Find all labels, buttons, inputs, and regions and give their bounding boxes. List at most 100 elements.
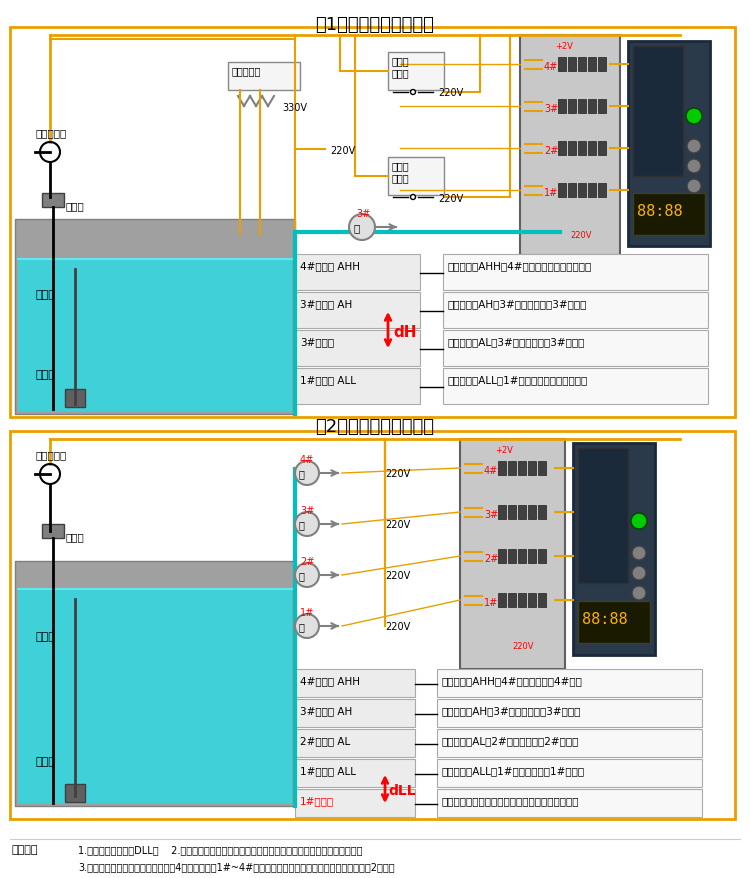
Circle shape bbox=[686, 109, 702, 125]
FancyBboxPatch shape bbox=[588, 58, 596, 72]
Circle shape bbox=[410, 195, 416, 200]
FancyBboxPatch shape bbox=[588, 142, 596, 155]
Text: 防水线: 防水线 bbox=[35, 290, 55, 299]
Circle shape bbox=[295, 615, 319, 638]
Text: 1#: 1# bbox=[544, 188, 558, 198]
FancyBboxPatch shape bbox=[498, 594, 506, 608]
Circle shape bbox=[295, 462, 319, 486]
FancyBboxPatch shape bbox=[578, 142, 586, 155]
Text: 220V: 220V bbox=[385, 571, 410, 580]
Text: 普通屏蔽线: 普通屏蔽线 bbox=[35, 450, 66, 459]
FancyBboxPatch shape bbox=[443, 369, 708, 405]
FancyBboxPatch shape bbox=[568, 142, 576, 155]
Circle shape bbox=[295, 564, 319, 587]
FancyBboxPatch shape bbox=[295, 255, 420, 291]
FancyBboxPatch shape bbox=[528, 594, 536, 608]
Text: 3#: 3# bbox=[484, 509, 498, 520]
FancyBboxPatch shape bbox=[295, 331, 420, 367]
Text: 220V: 220V bbox=[385, 469, 410, 479]
Circle shape bbox=[295, 513, 319, 536]
FancyBboxPatch shape bbox=[498, 462, 506, 476]
FancyBboxPatch shape bbox=[42, 194, 64, 208]
FancyBboxPatch shape bbox=[538, 594, 546, 608]
Text: 2#: 2# bbox=[544, 146, 558, 155]
Text: 泵: 泵 bbox=[299, 571, 304, 580]
Text: 3#: 3# bbox=[300, 506, 314, 515]
FancyBboxPatch shape bbox=[437, 669, 702, 697]
Text: dH: dH bbox=[393, 325, 416, 340]
Text: 防水线: 防水线 bbox=[35, 631, 55, 641]
FancyBboxPatch shape bbox=[633, 47, 683, 176]
Text: 变送器: 变送器 bbox=[35, 756, 55, 766]
Text: 1#断开点: 1#断开点 bbox=[300, 795, 334, 805]
Text: +2V: +2V bbox=[555, 42, 573, 51]
Text: 4#吸合点 AHH: 4#吸合点 AHH bbox=[300, 675, 360, 685]
Text: 泵: 泵 bbox=[354, 223, 360, 233]
FancyBboxPatch shape bbox=[518, 594, 526, 608]
Text: 液位下降到此点时，所有继电器断开，所有泵停止: 液位下降到此点时，所有继电器断开，所有泵停止 bbox=[442, 795, 580, 805]
FancyBboxPatch shape bbox=[295, 699, 415, 727]
Text: 下下限: 下下限 bbox=[392, 161, 410, 171]
FancyBboxPatch shape bbox=[15, 220, 295, 414]
Text: 报警器: 报警器 bbox=[392, 68, 410, 78]
FancyBboxPatch shape bbox=[295, 292, 420, 328]
Text: 2#: 2# bbox=[300, 557, 314, 566]
FancyBboxPatch shape bbox=[42, 524, 64, 538]
Text: 1#: 1# bbox=[484, 597, 498, 608]
Circle shape bbox=[632, 566, 646, 580]
Text: 液位下降到ALL，1#继电器吸合，下下限报警: 液位下降到ALL，1#继电器吸合，下下限报警 bbox=[448, 375, 588, 385]
FancyBboxPatch shape bbox=[498, 506, 506, 520]
FancyBboxPatch shape bbox=[588, 100, 596, 114]
FancyBboxPatch shape bbox=[508, 594, 516, 608]
Circle shape bbox=[410, 90, 416, 96]
Circle shape bbox=[687, 160, 701, 174]
FancyBboxPatch shape bbox=[437, 699, 702, 727]
FancyBboxPatch shape bbox=[295, 729, 415, 757]
FancyBboxPatch shape bbox=[578, 100, 586, 114]
FancyBboxPatch shape bbox=[295, 369, 420, 405]
FancyBboxPatch shape bbox=[65, 784, 85, 802]
Text: 泵: 泵 bbox=[299, 469, 304, 479]
Text: 88:88: 88:88 bbox=[582, 611, 628, 626]
Text: 1.通常液位被控制在DLL内    2.每个继电器均可任意设定吸合点及断开点（回差）以避免泵的频繁启动: 1.通常液位被控制在DLL内 2.每个继电器均可任意设定吸合点及断开点（回差）以… bbox=[78, 844, 362, 854]
Circle shape bbox=[349, 215, 375, 241]
Text: 3#吸合点 AH: 3#吸合点 AH bbox=[300, 299, 352, 309]
Text: 220V: 220V bbox=[438, 194, 464, 204]
Text: 3#吸合点 AH: 3#吸合点 AH bbox=[300, 705, 352, 716]
Text: 变送器: 变送器 bbox=[35, 370, 55, 379]
FancyBboxPatch shape bbox=[538, 506, 546, 520]
FancyBboxPatch shape bbox=[528, 506, 536, 520]
FancyBboxPatch shape bbox=[443, 331, 708, 367]
Text: 220V: 220V bbox=[570, 231, 592, 240]
Text: 上上限: 上上限 bbox=[392, 56, 410, 66]
FancyBboxPatch shape bbox=[443, 292, 708, 328]
Text: （2）四泵自动抽水系统: （2）四泵自动抽水系统 bbox=[316, 418, 434, 435]
Text: 泵: 泵 bbox=[299, 622, 304, 631]
FancyBboxPatch shape bbox=[518, 462, 526, 476]
FancyBboxPatch shape bbox=[538, 550, 546, 564]
FancyBboxPatch shape bbox=[573, 443, 655, 655]
FancyBboxPatch shape bbox=[568, 58, 576, 72]
Text: 4#吸合点 AHH: 4#吸合点 AHH bbox=[300, 261, 360, 270]
FancyBboxPatch shape bbox=[538, 462, 546, 476]
Text: 3#: 3# bbox=[356, 209, 370, 219]
FancyBboxPatch shape bbox=[295, 759, 415, 787]
FancyBboxPatch shape bbox=[588, 184, 596, 198]
Text: 液位上升到AH，3#继电器吸合，3#泵启动: 液位上升到AH，3#继电器吸合，3#泵启动 bbox=[442, 705, 581, 716]
Text: 330V: 330V bbox=[282, 103, 307, 113]
FancyBboxPatch shape bbox=[558, 142, 566, 155]
FancyBboxPatch shape bbox=[558, 58, 566, 72]
FancyBboxPatch shape bbox=[628, 42, 710, 247]
FancyBboxPatch shape bbox=[18, 589, 292, 803]
Text: 液位上升到AL，2#继电器吸合，2#泵启动: 液位上升到AL，2#继电器吸合，2#泵启动 bbox=[442, 735, 579, 745]
Text: +2V: +2V bbox=[495, 445, 513, 455]
Text: 2#: 2# bbox=[484, 553, 498, 564]
FancyBboxPatch shape bbox=[508, 550, 516, 564]
Text: dLL: dLL bbox=[388, 783, 416, 797]
Text: 液位上升到AHH，4#继电器吸合，4#启动: 液位上升到AHH，4#继电器吸合，4#启动 bbox=[442, 675, 583, 685]
FancyBboxPatch shape bbox=[528, 462, 536, 476]
Text: 220V: 220V bbox=[438, 88, 464, 97]
FancyBboxPatch shape bbox=[568, 100, 576, 114]
Text: 2#吸合点 AL: 2#吸合点 AL bbox=[300, 735, 350, 745]
FancyBboxPatch shape bbox=[598, 142, 606, 155]
